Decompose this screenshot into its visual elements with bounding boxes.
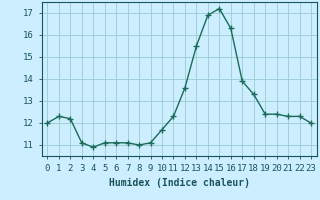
X-axis label: Humidex (Indice chaleur): Humidex (Indice chaleur)	[109, 178, 250, 188]
